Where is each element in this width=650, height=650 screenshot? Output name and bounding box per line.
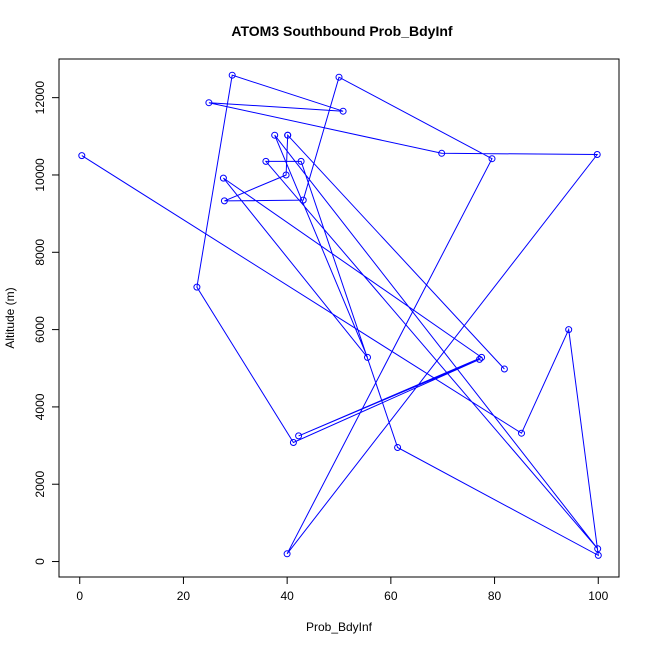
data-point xyxy=(394,444,402,451)
data-point xyxy=(295,432,303,440)
data-point xyxy=(284,131,292,139)
y-tick-label: 10000 xyxy=(33,158,47,192)
y-tick-label: 8000 xyxy=(33,239,47,266)
data-point xyxy=(478,353,486,361)
data-point xyxy=(565,326,573,334)
data-point xyxy=(438,149,446,157)
y-tick-label: 0 xyxy=(33,558,47,565)
data-point xyxy=(283,550,291,558)
data-point xyxy=(271,131,279,139)
data-point xyxy=(299,196,307,204)
data-point xyxy=(78,152,86,160)
data-point xyxy=(289,439,297,446)
data-point xyxy=(594,545,602,553)
data-point xyxy=(335,73,343,81)
data-point xyxy=(220,197,228,205)
x-tick-label: 100 xyxy=(588,589,608,603)
data-point xyxy=(297,157,305,165)
y-tick-label: 4000 xyxy=(33,393,47,420)
x-axis: 0 20 40 60 80 100 xyxy=(76,576,609,603)
data-point xyxy=(282,171,290,179)
data-point xyxy=(262,157,270,165)
x-axis-title: Prob_BdyInf xyxy=(306,620,373,634)
data-point xyxy=(488,155,496,163)
data-point xyxy=(593,151,601,158)
x-tick-label: 20 xyxy=(177,589,191,603)
y-tick-label: 2000 xyxy=(33,471,47,498)
x-tick-label: 80 xyxy=(488,589,502,603)
data-point xyxy=(518,429,525,437)
data-point xyxy=(228,71,236,79)
data-point xyxy=(205,99,213,107)
y-axis-title: Altitude (m) xyxy=(3,287,17,348)
y-tick-label: 12000 xyxy=(33,81,47,115)
data-point xyxy=(476,355,483,363)
series-line xyxy=(81,74,599,557)
x-tick-label: 60 xyxy=(384,589,398,603)
chart-title: ATOM3 Southbound Prob_BdyInf xyxy=(231,23,452,39)
series-layer xyxy=(78,71,602,559)
y-tick-label: 6000 xyxy=(33,316,47,343)
y-axis: 0 2000 4000 6000 8000 10000 12000 xyxy=(33,81,60,565)
data-point xyxy=(594,551,602,559)
data-point xyxy=(339,107,347,115)
x-tick-label: 40 xyxy=(280,589,294,603)
data-point xyxy=(364,353,371,361)
data-point xyxy=(219,174,227,182)
data-point xyxy=(193,283,201,291)
data-point xyxy=(500,365,508,373)
x-tick-label: 0 xyxy=(76,589,83,603)
